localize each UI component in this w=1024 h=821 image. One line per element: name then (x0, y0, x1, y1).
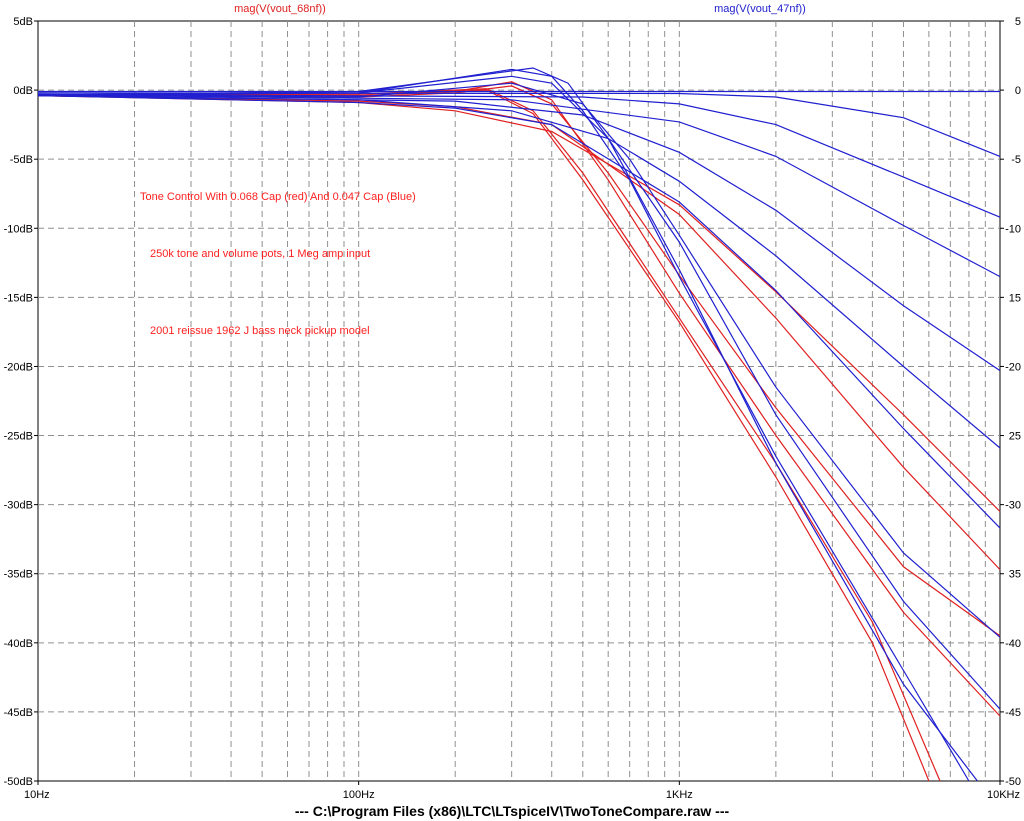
legend-red-label: mag(V(vout_68nf)) (234, 3, 326, 15)
y-tick-label-right: 5 (1015, 16, 1021, 28)
series-line-10 (37, 94, 1001, 278)
y-tick-label-left: -45dB (4, 707, 33, 719)
series-line-2 (37, 95, 1001, 571)
y-tick-label-left: -50dB (4, 776, 33, 788)
series-group (37, 67, 1001, 782)
y-tick-label-left: -35dB (4, 569, 33, 581)
y-tick-label-right: -50 (1005, 776, 1021, 788)
y-tick-label-left: -20dB (4, 361, 33, 373)
axis-ticks: 5dB 0dB -5dB -10dB -15dB -20dB -25dB -30dB -35dB… (4, 16, 1021, 801)
y-tick-label-right: -10 (1005, 223, 1021, 235)
legend-blue-label: mag(V(vout_47nf)) (714, 3, 806, 15)
series-line-13 (37, 95, 1001, 529)
series-line-8 (37, 92, 1001, 157)
plot-frame (37, 20, 1001, 782)
x-tick-label: 10Hz (24, 789, 50, 801)
series-line-14 (37, 82, 1001, 638)
series-line-11 (37, 95, 1001, 372)
annotation-pickup: 2001 reissue 1962 J bass neck pickup mod… (150, 325, 370, 337)
y-tick-label-right: -30 (1005, 500, 1021, 512)
series-line-3 (37, 85, 1001, 637)
y-tick-label-left: 5dB (13, 16, 33, 28)
y-tick-label-right: -40 (1005, 638, 1021, 650)
y-tick-label-right: -5 (1011, 154, 1021, 166)
y-tick-label-left: -30dB (4, 500, 33, 512)
x-tick-label: 100Hz (343, 789, 375, 801)
y-tick-label-left: -5dB (10, 154, 33, 166)
y-tick-label-left: 0dB (13, 85, 33, 97)
series-line-12 (37, 95, 1001, 449)
annotation-pots: 250k tone and volume pots, 1 Meg amp inp… (150, 248, 370, 260)
y-tick-label-left: -10dB (4, 223, 33, 235)
grid (38, 21, 1000, 781)
series-line-9 (37, 93, 1001, 218)
annotation-title: Tone Control With 0.068 Cap (red) And 0.… (140, 191, 416, 203)
file-caption: --- C:\Program Files (x86)\LTC\LTspiceIV… (295, 803, 730, 819)
y-tick-label-left: -40dB (4, 638, 33, 650)
series-line-17 (37, 67, 978, 782)
x-tick-label: 10KHz (987, 789, 1020, 801)
y-tick-label-right: -45 (1005, 707, 1021, 719)
y-tick-label-left: -15dB (4, 292, 33, 304)
y-tick-label-right: -20 (1005, 361, 1021, 373)
y-tick-label-right: 25 (1009, 431, 1021, 443)
y-tick-label-left: -25dB (4, 431, 33, 443)
y-tick-label-right: 15 (1009, 292, 1021, 304)
x-tick-label: 1KHz (666, 789, 693, 801)
y-tick-label-right: 0 (1015, 85, 1021, 97)
y-tick-label-right: 35 (1009, 569, 1021, 581)
